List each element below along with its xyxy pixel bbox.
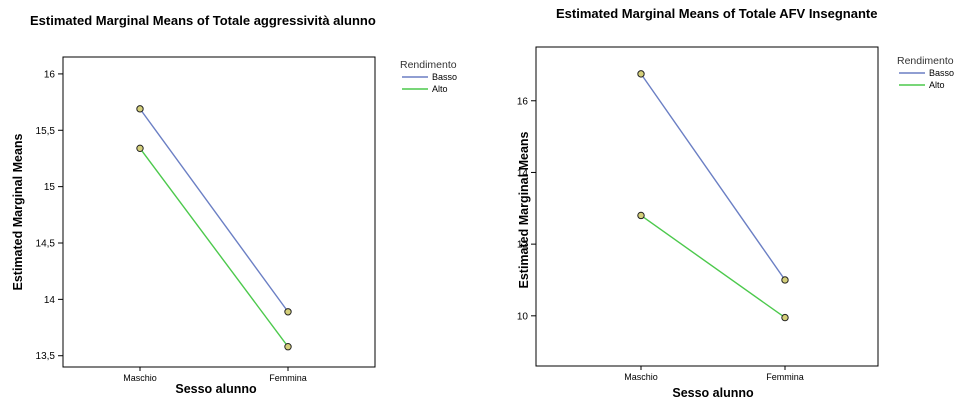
y-tick-label: 15 [44, 182, 56, 193]
y-tick-label: 14,5 [36, 239, 56, 250]
series-line-basso [139, 108, 289, 313]
y-axis-label: Estimated Marginal Means [11, 133, 25, 290]
data-point [284, 308, 292, 316]
series-line-alto [640, 214, 786, 319]
legend-title: Rendimento [400, 59, 457, 71]
legend-item-label: Basso [929, 68, 954, 78]
data-point [781, 276, 789, 284]
data-point [637, 70, 645, 78]
y-tick-label: 16 [44, 69, 56, 80]
x-tick-label: Maschio [624, 372, 658, 382]
x-tick-label: Femmina [766, 372, 804, 382]
x-tick-label: Maschio [123, 373, 157, 383]
legend-item-label: Alto [929, 80, 945, 90]
x-tick-label: Femmina [269, 373, 307, 383]
y-tick-label: 15,5 [36, 126, 56, 137]
data-point [781, 313, 789, 322]
y-tick-label: 14 [44, 295, 56, 306]
series-line-alto [139, 147, 289, 348]
data-point [136, 144, 144, 153]
y-tick-label: 13,5 [36, 351, 56, 362]
legend-title: Rendimento [897, 55, 954, 67]
chart-title: Estimated Marginal Means of Totale AFV I… [556, 6, 877, 21]
chart-1: Estimated Marginal Means of Totale aggre… [11, 13, 457, 396]
x-axis-label: Sesso alunno [672, 386, 754, 399]
data-point [637, 211, 645, 220]
chart-title: Estimated Marginal Means of Totale aggre… [30, 13, 376, 28]
legend-item-label: Basso [432, 72, 457, 82]
data-point [284, 343, 292, 351]
y-tick-label: 14 [517, 168, 529, 179]
series-line-basso [640, 73, 786, 281]
plot-frame [535, 46, 879, 367]
x-axis-label: Sesso alunno [175, 382, 257, 396]
chart-2: Estimated Marginal Means of Totale AFV I… [517, 6, 954, 399]
y-tick-label: 12 [517, 240, 529, 251]
y-axis-label: Estimated Marginal Means [517, 131, 531, 288]
legend-item-label: Alto [432, 84, 448, 94]
y-tick-label: 10 [517, 311, 529, 322]
plot-frame [62, 56, 376, 368]
y-tick-label: 16 [517, 96, 529, 107]
data-point [136, 105, 144, 113]
